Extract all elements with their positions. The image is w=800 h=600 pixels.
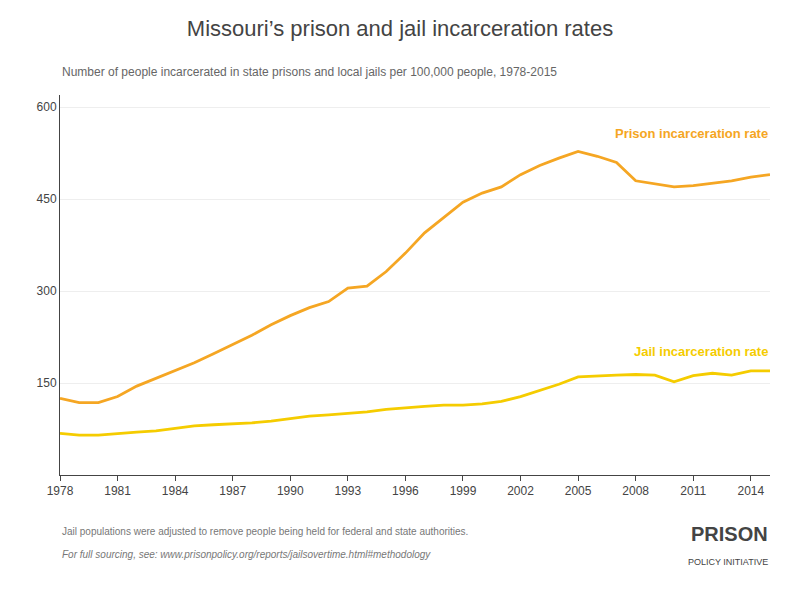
svg-text:2005: 2005 [565,484,592,498]
svg-text:Jail populations were adjusted: Jail populations were adjusted to remove… [62,526,468,537]
svg-text:1978: 1978 [47,484,74,498]
svg-text:PRISON: PRISON [691,523,768,545]
svg-text:1987: 1987 [219,484,246,498]
svg-text:2002: 2002 [507,484,534,498]
svg-text:1996: 1996 [392,484,419,498]
svg-text:150: 150 [37,376,57,390]
svg-text:2008: 2008 [622,484,649,498]
svg-text:POLICY INITIATIVE: POLICY INITIATIVE [688,557,768,567]
svg-text:1984: 1984 [162,484,189,498]
svg-text:Missouri’s prison and jail inc: Missouri’s prison and jail incarceration… [187,16,613,41]
svg-text:600: 600 [37,100,57,114]
svg-text:450: 450 [37,192,57,206]
svg-text:1993: 1993 [334,484,361,498]
svg-text:1990: 1990 [277,484,304,498]
svg-text:2011: 2011 [680,484,706,498]
svg-text:1981: 1981 [104,484,131,498]
svg-text:Jail incarceration rate: Jail incarceration rate [634,344,768,359]
svg-text:Number of people incarcerated: Number of people incarcerated in state p… [62,65,557,79]
svg-text:300: 300 [37,284,57,298]
svg-text:2014: 2014 [737,484,764,498]
svg-text:Prison incarceration rate: Prison incarceration rate [615,126,768,141]
svg-text:For full sourcing, see: www.pr: For full sourcing, see: www.prisonpolicy… [62,549,431,560]
svg-text:1999: 1999 [450,484,477,498]
